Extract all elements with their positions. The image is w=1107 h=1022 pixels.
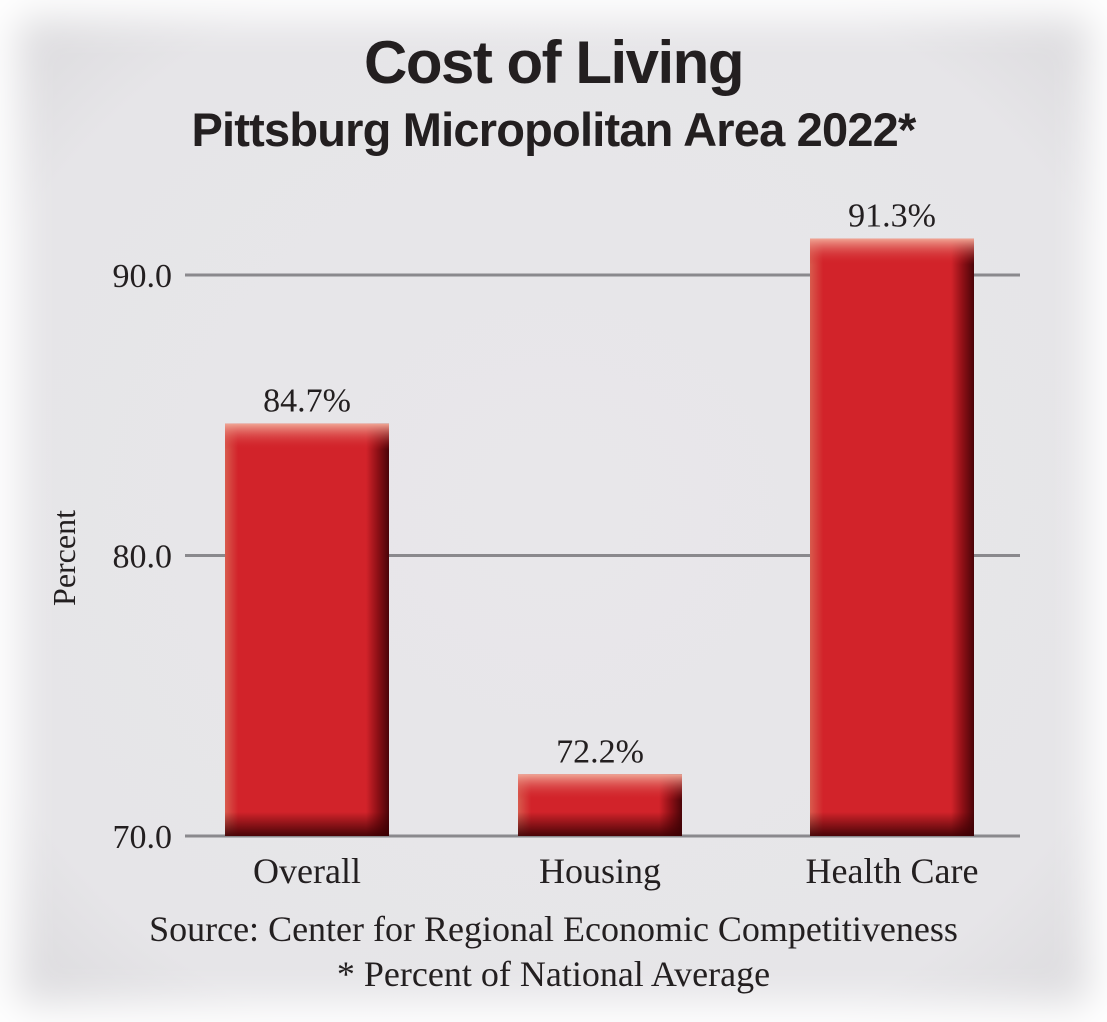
bar-shadow-1	[518, 812, 682, 836]
labels: 70.0 80.0 90.0 84.7% Overall 72.2% Housing 91.3…	[113, 198, 979, 891]
data-label-1: 72.2%	[556, 733, 644, 770]
y-axis-label: Percent	[46, 510, 82, 606]
bar-shadow-2	[810, 812, 974, 836]
data-label-0: 84.7%	[263, 383, 351, 420]
bar-body-2	[810, 238, 974, 836]
bar-highlight-1	[518, 774, 682, 801]
y-tick-label-0: 70.0	[113, 819, 173, 856]
bar-housing	[518, 774, 682, 836]
data-label-2: 91.3%	[848, 198, 936, 235]
chart-subtitle: Pittsburg Micropolitan Area 2022*	[191, 103, 916, 156]
chart-title: Cost of Living	[364, 29, 744, 96]
y-tick-label-1: 80.0	[113, 539, 173, 576]
y-tick-label-2: 90.0	[113, 258, 173, 295]
bar-shadow-0	[225, 812, 389, 836]
x-tick-label-1: Housing	[539, 851, 661, 891]
x-tick-label-0: Overall	[253, 851, 361, 891]
x-tick-label-2: Health Care	[806, 851, 979, 891]
footnote: * Percent of National Average	[336, 954, 771, 994]
bar-body-0	[225, 423, 389, 836]
bar-highlight-0	[225, 423, 389, 450]
bars	[225, 238, 974, 836]
bar-health-care	[810, 238, 974, 836]
source-note: Source: Center for Regional Economic Com…	[149, 909, 958, 949]
bar-overall	[225, 423, 389, 836]
bar-highlight-2	[810, 238, 974, 265]
